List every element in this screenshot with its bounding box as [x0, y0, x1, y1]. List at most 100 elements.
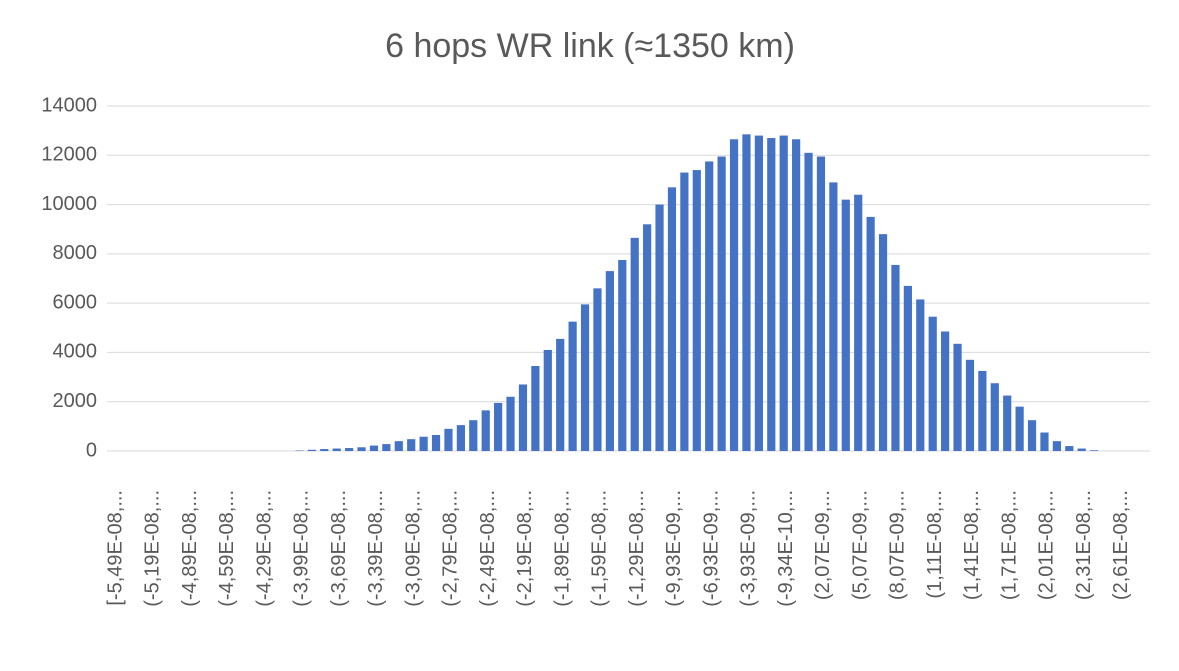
bar: [1077, 448, 1086, 451]
bar: [332, 448, 341, 451]
bar: [990, 383, 999, 451]
bar: [866, 216, 875, 451]
bar: [878, 234, 888, 451]
bar: [1052, 441, 1061, 451]
x-tick-label: (-1,29E-08,...: [626, 490, 648, 607]
x-tick-label: (-3,09E-08,...: [402, 490, 424, 607]
bar: [407, 439, 416, 451]
bar: [717, 156, 726, 451]
bar: [965, 359, 975, 451]
x-tick-label: (2,31E-08,...: [1073, 490, 1095, 600]
bar: [605, 271, 614, 451]
bar: [705, 161, 714, 452]
bar: [767, 138, 776, 452]
x-tick-label: (-5,19E-08,...: [142, 490, 164, 607]
bar: [444, 428, 453, 451]
x-tick-label: (-3,99E-08,...: [291, 490, 313, 607]
bar: [1015, 406, 1024, 451]
x-tick-label: [-5,49E-08,...: [104, 490, 126, 606]
bar: [841, 199, 850, 451]
bar: [816, 156, 826, 451]
bar: [481, 410, 490, 451]
x-tick-label: (8,07E-09,...: [887, 490, 909, 600]
bar: [729, 139, 739, 451]
bar: [556, 338, 565, 451]
bar: [829, 182, 838, 451]
bar: [779, 135, 788, 452]
bar: [667, 187, 677, 452]
bar: [580, 304, 590, 451]
bar: [357, 447, 366, 451]
bar: [618, 260, 627, 451]
bar: [680, 172, 689, 452]
x-tick-label: (2,61E-08,...: [1110, 490, 1132, 600]
bar: [692, 170, 701, 452]
x-tick-label: (1,41E-08,...: [961, 490, 983, 600]
x-tick-label: (1,11E-08,...: [924, 490, 946, 599]
bar: [369, 445, 379, 451]
bar: [469, 420, 478, 451]
bar: [543, 349, 552, 451]
y-tick-label: 4000: [53, 341, 98, 363]
bar: [419, 436, 428, 451]
bar: [804, 152, 813, 452]
x-tick-label: (-1,89E-08,...: [551, 490, 573, 607]
x-tick-label: (-2,19E-08,...: [514, 490, 536, 607]
bar: [494, 402, 503, 451]
bar: [630, 237, 639, 451]
bar: [978, 370, 987, 451]
chart-title: 6 hops WR link (≈1350 km): [385, 27, 795, 65]
y-tick-label: 0: [86, 439, 97, 461]
bar: [394, 441, 403, 451]
x-tick-label: (1,71E-08,...: [998, 490, 1020, 600]
bar: [792, 139, 801, 451]
y-tick-label: 8000: [53, 242, 98, 264]
bar: [742, 134, 751, 451]
bar: [531, 365, 540, 451]
x-tick-label: (-4,29E-08,...: [253, 490, 275, 607]
bar: [1090, 450, 1099, 451]
bar: [928, 316, 937, 451]
bar: [382, 444, 391, 451]
x-tick-label: (-3,93E-09,...: [738, 490, 760, 607]
x-tick-label: (5,07E-09,...: [849, 490, 871, 600]
bar: [506, 396, 515, 451]
y-tick-label: 2000: [53, 390, 98, 412]
x-tick-label: (-6,93E-09,...: [700, 490, 722, 607]
y-tick-label: 6000: [53, 291, 98, 313]
bar: [518, 384, 528, 451]
bar: [643, 224, 652, 451]
bar: [941, 331, 950, 451]
bar: [854, 194, 863, 451]
y-tick-label: 14000: [41, 94, 97, 116]
y-tick-label: 12000: [41, 144, 97, 166]
bar: [456, 425, 465, 451]
bar: [307, 449, 316, 451]
bar: [320, 449, 329, 451]
x-tick-label: (-4,59E-08,...: [216, 490, 238, 607]
x-tick-label: (-2,49E-08,...: [477, 490, 499, 607]
bar: [1027, 420, 1037, 451]
x-tick-label: (-9,34E-10,...: [775, 490, 797, 607]
bar: [953, 343, 962, 451]
bar: [903, 285, 912, 451]
bar: [655, 204, 664, 451]
bar: [1065, 446, 1074, 451]
bar: [891, 264, 900, 451]
x-tick-label: (-2,79E-08,...: [440, 490, 462, 607]
x-tick-label: (-1,59E-08,...: [589, 490, 611, 607]
x-tick-label: (-9,93E-09,...: [663, 490, 685, 607]
x-tick-label: (2,07E-09,...: [812, 490, 834, 600]
bar: [345, 448, 354, 451]
bar: [568, 321, 577, 451]
bar: [754, 135, 763, 452]
bar: [431, 434, 441, 451]
y-tick-label: 10000: [41, 193, 97, 215]
bar: [593, 288, 602, 451]
x-tick-label: (-4,89E-08,...: [179, 490, 201, 607]
bar: [916, 299, 925, 451]
bar: [1040, 432, 1049, 451]
x-tick-label: (-3,39E-08,...: [365, 490, 387, 607]
